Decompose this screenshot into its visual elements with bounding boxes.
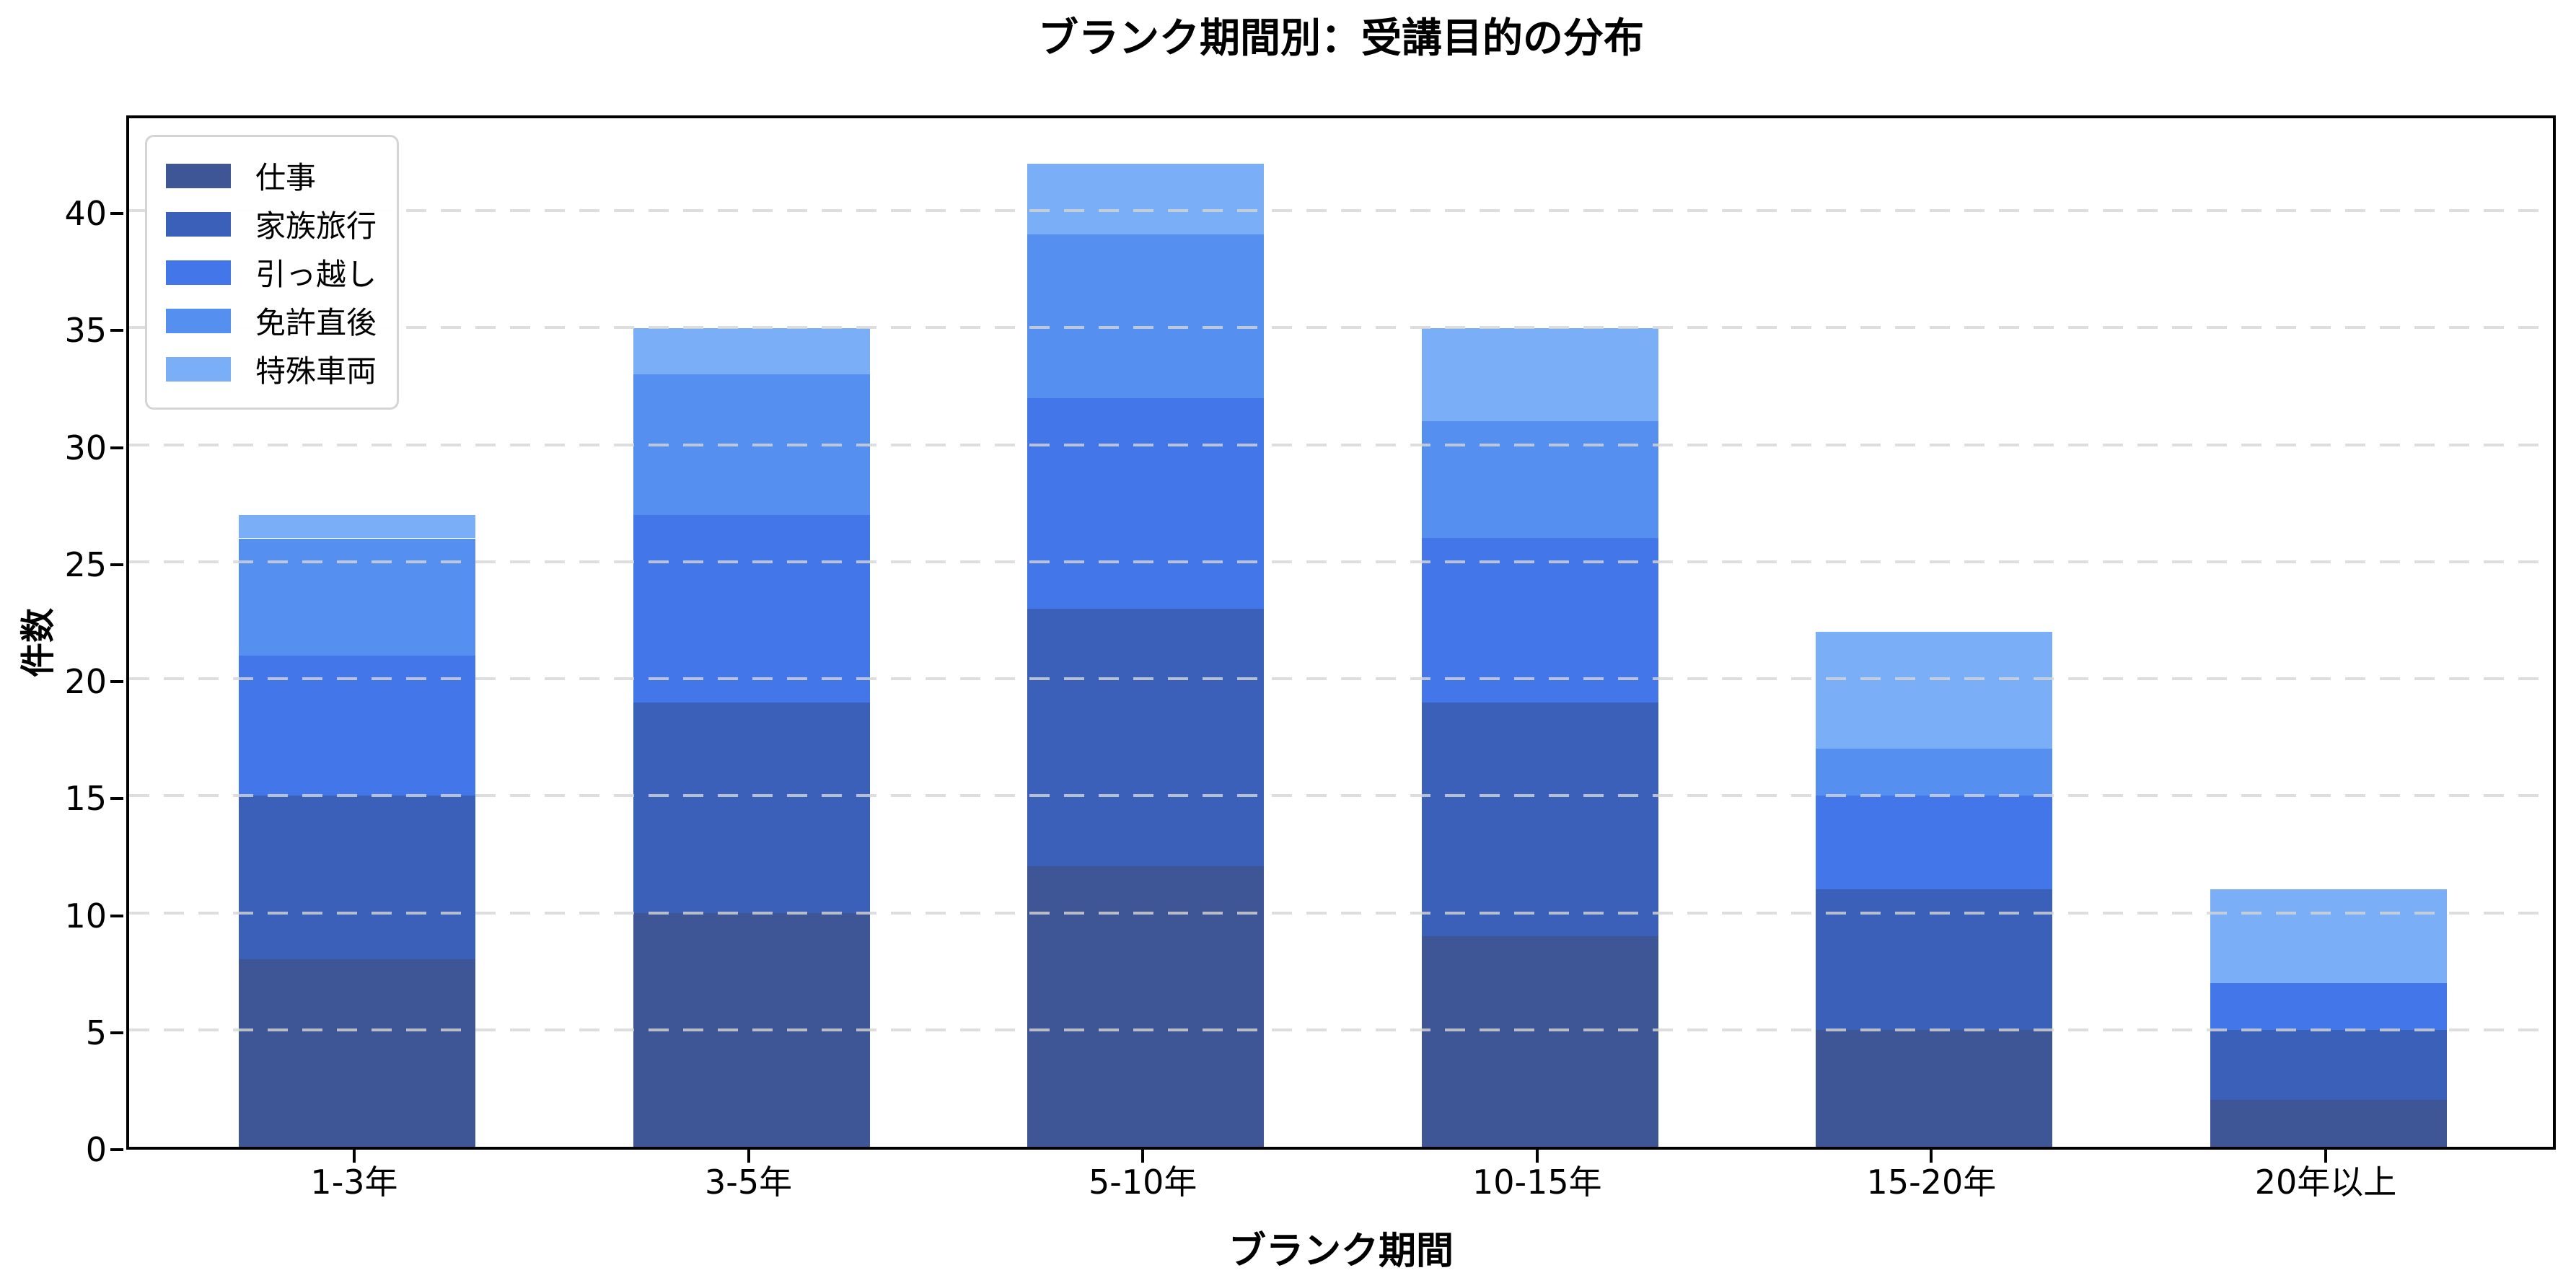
- chart-title: ブランク期間別：受講目的の分布: [1038, 15, 1644, 62]
- y-tick-mark: [110, 563, 123, 566]
- legend-item-label: 引っ越し: [255, 257, 377, 292]
- y-tick-label: 40: [64, 194, 107, 234]
- x-tick-mark: [747, 1150, 750, 1163]
- bar-segment-免許直後: [633, 374, 870, 516]
- bar-segment-仕事: [1421, 936, 1658, 1147]
- legend-item-label: 仕事: [255, 160, 317, 195]
- bar-segment-家族旅行: [633, 702, 870, 913]
- y-tick-mark: [110, 914, 123, 917]
- x-tick-label: 3-5年: [705, 1163, 793, 1202]
- bar-segment-家族旅行: [1816, 889, 2053, 1030]
- bar-segment-引っ越し: [1421, 538, 1658, 702]
- bar-segment-特殊車両: [1421, 327, 1658, 422]
- bar-segment-特殊車両: [239, 515, 475, 539]
- y-tick-label: 35: [64, 311, 107, 351]
- x-axis-label: ブランク期間: [1228, 1230, 1454, 1273]
- legend-swatch-icon: [166, 211, 231, 237]
- bar-segment-引っ越し: [239, 655, 475, 796]
- x-tick-mark: [1535, 1150, 1539, 1163]
- gridline-y-25: [129, 560, 2553, 563]
- gridline-y-40: [129, 209, 2553, 213]
- bar-segment-仕事: [2210, 1100, 2447, 1147]
- bar-segment-仕事: [1027, 865, 1265, 1147]
- gridline-y-20: [129, 677, 2553, 681]
- x-tick-mark: [353, 1150, 356, 1163]
- bar-segment-引っ越し: [1027, 397, 1265, 609]
- bar-segment-家族旅行: [2210, 1029, 2447, 1101]
- x-tick-label: 1-3年: [310, 1163, 398, 1202]
- y-tick-mark: [110, 329, 123, 332]
- bar-segment-特殊車両: [1816, 632, 2053, 749]
- y-tick-mark: [110, 680, 123, 684]
- x-tick-label: 20年以上: [2254, 1163, 2397, 1202]
- legend-swatch-icon: [166, 308, 231, 333]
- bar-segment-特殊車両: [1027, 164, 1265, 234]
- legend-swatch-icon: [166, 356, 231, 382]
- legend-swatch-icon: [166, 163, 231, 188]
- y-tick-label: 25: [64, 545, 107, 584]
- y-tick-label: 5: [85, 1013, 107, 1052]
- legend-item: 引っ越し: [166, 248, 378, 296]
- x-tick-mark: [1930, 1150, 1933, 1163]
- bar-segment-免許直後: [1421, 421, 1658, 539]
- y-tick-label: 10: [64, 896, 107, 935]
- y-tick-mark: [110, 212, 123, 216]
- bar-segment-免許直後: [1027, 234, 1265, 398]
- y-tick-label: 0: [85, 1130, 107, 1169]
- gridline-y-35: [129, 326, 2553, 330]
- y-tick-mark: [110, 1148, 123, 1151]
- x-tick-label: 5-10年: [1088, 1163, 1197, 1202]
- y-tick-mark: [110, 797, 123, 801]
- y-tick-label: 15: [64, 779, 107, 819]
- legend-item-label: 家族旅行: [255, 208, 377, 244]
- y-tick-mark: [110, 446, 123, 449]
- gridline-y-30: [129, 443, 2553, 446]
- legend-item: 特殊車両: [166, 345, 378, 393]
- bar-segment-仕事: [239, 959, 475, 1147]
- legend-item: 免許直後: [166, 296, 378, 345]
- gridline-y-15: [129, 794, 2553, 798]
- bar-segment-免許直後: [1816, 749, 2053, 796]
- x-tick-mark: [2324, 1150, 2327, 1163]
- gridline-y-5: [129, 1028, 2553, 1031]
- x-tick-label: 10-15年: [1472, 1163, 1602, 1202]
- bar-segment-引っ越し: [2210, 982, 2447, 1030]
- y-tick-label: 30: [64, 428, 107, 467]
- bar-segment-家族旅行: [1421, 702, 1658, 937]
- legend-item: 仕事: [166, 151, 378, 200]
- bar-segment-特殊車両: [633, 327, 870, 375]
- bar-segment-仕事: [633, 912, 870, 1147]
- legend-item-label: 免許直後: [255, 305, 377, 340]
- legend: 仕事家族旅行引っ越し免許直後特殊車両: [145, 135, 399, 410]
- x-tick-label: 15-20年: [1866, 1163, 1997, 1202]
- y-tick-mark: [110, 1031, 123, 1034]
- legend-swatch-icon: [166, 260, 231, 285]
- bar-segment-特殊車両: [2210, 889, 2447, 983]
- bar-segment-引っ越し: [1816, 796, 2053, 890]
- plot-area: 仕事家族旅行引っ越し免許直後特殊車両: [126, 115, 2556, 1150]
- y-tick-label: 20: [64, 662, 107, 702]
- bar-segment-仕事: [1816, 1029, 2053, 1147]
- bar-segment-家族旅行: [1027, 608, 1265, 866]
- legend-item: 家族旅行: [166, 200, 378, 248]
- bar-segment-家族旅行: [239, 796, 475, 960]
- x-tick-mark: [1141, 1150, 1145, 1163]
- bar-segment-免許直後: [239, 538, 475, 656]
- gridline-y-10: [129, 911, 2553, 915]
- legend-item-label: 特殊車両: [255, 353, 377, 389]
- bar-segment-引っ越し: [633, 515, 870, 702]
